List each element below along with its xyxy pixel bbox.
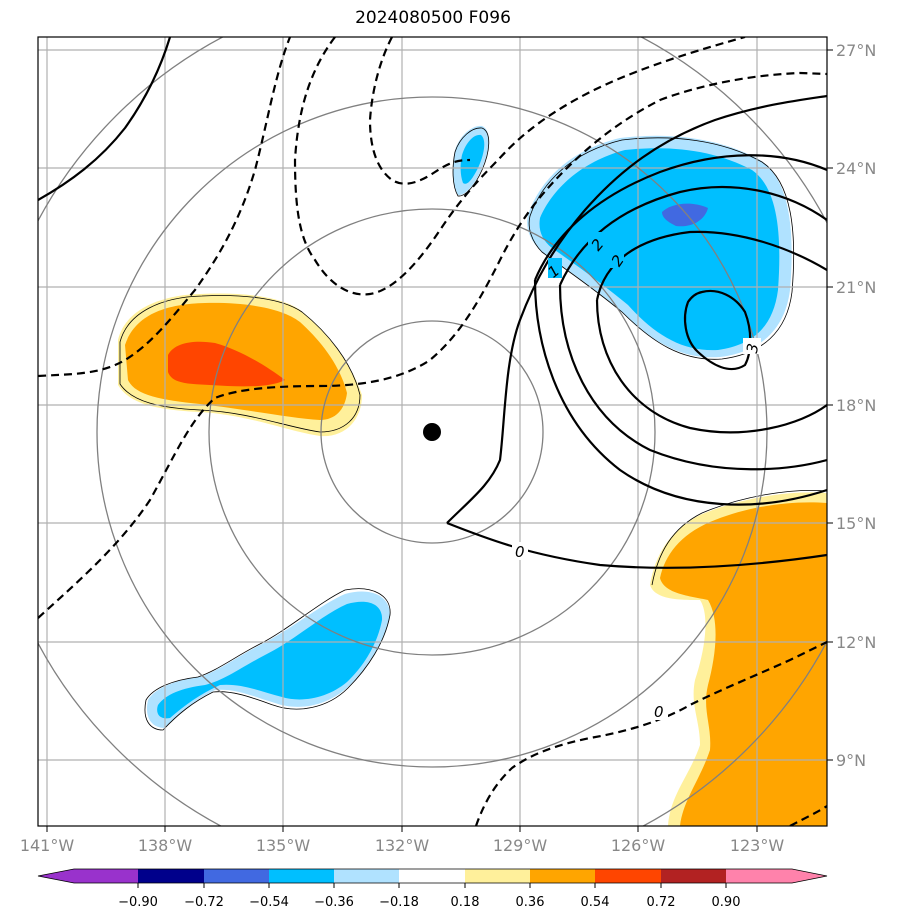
contour-label-0-dashed: 0 [654,703,664,721]
colorbar-swatch [204,869,269,883]
colorbar-swatch [334,869,399,883]
plot-frame [37,36,828,827]
lon-label: 132°W [375,836,430,855]
contour-labels: 0 1 2 2 3 0 [512,232,762,721]
colorbar-swatch [465,869,530,883]
colorbar-extend-high [792,869,827,883]
lat-label: 18°N [836,396,876,415]
colorbar-swatch [530,869,595,883]
colorbar-swatch [726,869,792,883]
plot-title: 2024080500 F096 [355,8,511,28]
contour-label-3: 3 [743,342,762,355]
lat-label: 9°N [836,751,866,770]
colorbar-swatch [138,869,204,883]
lat-label: 21°N [836,278,876,297]
lat-label: 15°N [836,514,876,533]
blue-region-northeast [527,135,792,358]
colorbar-swatch [74,869,138,883]
blue-region-southwest [146,591,390,728]
lon-label: 135°W [256,836,311,855]
colorbar-tick-label: 0.72 [647,895,676,910]
storm-center-marker [423,423,441,441]
colorbar-tick-label: 0.36 [516,895,545,910]
range-rings [38,37,827,826]
blue-region-small [453,125,489,196]
lat-label: 12°N [836,633,876,652]
orange-region-east [650,492,827,826]
tick-marks [46,49,833,832]
colorbar-tick-label: 0.18 [451,895,480,910]
colorbar-extend-low [38,869,74,883]
latitude-labels: 27°N 24°N 21°N 18°N 15°N 12°N 9°N [836,41,876,770]
colorbar-swatch [399,869,465,883]
dashed-contours [38,37,827,826]
lon-label: 138°W [138,836,193,855]
lat-label: 24°N [836,159,876,178]
colorbar-tick-label: −0.36 [314,895,354,910]
colorbar-tick-label: −0.18 [379,895,419,910]
colorbar-swatch [595,869,661,883]
lon-label: 126°W [611,836,666,855]
plot-area [38,37,827,826]
lon-label: 123°W [730,836,785,855]
fill-outlines [119,127,827,731]
colorbar: −0.90 −0.72 −0.54 −0.36 −0.18 0.18 0.36 … [37,868,828,910]
colorbar-swatch [269,869,334,883]
contour-label-0-south: 0 [515,543,525,561]
colorbar-tick-label: 0.90 [712,895,741,910]
orange-region-west [118,293,362,437]
lon-label: 141°W [20,836,75,855]
colorbar-tick-label: −0.72 [184,895,224,910]
colorbar-tick-label: 0.54 [581,895,610,910]
lon-label: 129°W [493,836,548,855]
colorbar-tick-label: −0.90 [118,895,158,910]
longitude-labels: 141°W 138°W 135°W 132°W 129°W 126°W 123°… [20,836,785,855]
colorbar-swatch [661,869,726,883]
lat-label: 27°N [836,41,876,60]
colorbar-tick-label: −0.54 [249,895,289,910]
